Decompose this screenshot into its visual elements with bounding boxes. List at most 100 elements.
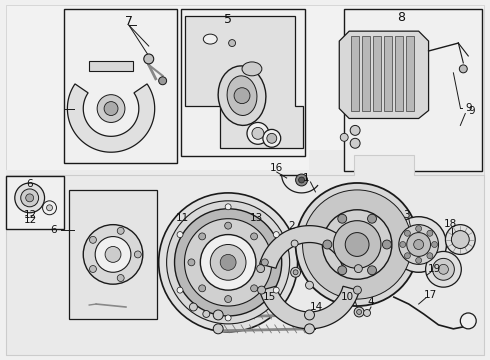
Text: 7: 7 [125,15,133,28]
Text: 6: 6 [50,225,57,235]
Circle shape [353,286,362,294]
Circle shape [273,231,279,238]
Circle shape [305,310,315,320]
Circle shape [224,296,232,302]
Circle shape [234,88,250,104]
Ellipse shape [242,62,262,76]
Bar [384,36,392,111]
Circle shape [306,281,314,289]
Circle shape [177,231,183,238]
Polygon shape [260,286,359,329]
Polygon shape [6,5,484,355]
Circle shape [213,310,223,320]
Circle shape [350,125,360,135]
Circle shape [354,265,362,273]
Polygon shape [339,31,429,118]
Circle shape [210,244,246,280]
Circle shape [257,265,265,273]
Circle shape [291,240,298,247]
Circle shape [117,275,124,282]
Text: 9: 9 [465,103,471,113]
Text: 12: 12 [24,215,37,225]
Circle shape [427,230,433,236]
Circle shape [247,122,269,144]
Text: 17: 17 [424,290,437,300]
Polygon shape [185,16,302,148]
Circle shape [399,225,439,264]
Circle shape [416,226,421,231]
Text: 1: 1 [303,173,310,183]
Circle shape [47,205,52,211]
Text: 2: 2 [288,221,295,231]
Bar [395,36,403,111]
Circle shape [364,310,370,316]
Circle shape [261,259,269,266]
Text: 13: 13 [250,213,264,223]
Circle shape [134,251,141,258]
Circle shape [90,237,97,243]
Circle shape [90,266,97,273]
Text: 19: 19 [428,264,441,274]
Circle shape [338,266,347,275]
Circle shape [295,183,418,306]
Circle shape [95,237,131,272]
Text: 11: 11 [176,213,189,223]
Circle shape [427,253,433,259]
Circle shape [291,267,300,277]
Circle shape [252,127,264,139]
Bar [373,36,381,111]
Circle shape [199,233,206,240]
Circle shape [229,40,236,46]
Circle shape [250,233,258,240]
Text: 8: 8 [397,11,405,24]
Text: 16: 16 [270,163,283,173]
Circle shape [220,255,236,270]
Text: 18: 18 [444,219,457,229]
Bar [181,9,305,156]
Circle shape [293,270,298,275]
Circle shape [333,221,381,268]
Polygon shape [6,155,484,355]
Bar [344,9,482,171]
Circle shape [382,240,392,249]
Circle shape [439,264,448,274]
Text: 5: 5 [224,13,232,26]
Circle shape [258,286,266,294]
Circle shape [177,287,183,293]
Circle shape [368,266,376,275]
Circle shape [15,183,45,213]
Polygon shape [68,84,155,152]
Circle shape [174,209,282,316]
Circle shape [203,310,210,318]
Circle shape [199,285,206,292]
Circle shape [426,251,461,287]
Circle shape [104,102,118,116]
Ellipse shape [218,66,266,125]
Circle shape [357,310,362,314]
Text: 4: 4 [368,297,374,307]
Circle shape [298,177,305,183]
Bar [406,36,414,111]
Circle shape [451,231,469,248]
Circle shape [400,242,406,247]
Circle shape [117,228,124,234]
Circle shape [21,189,39,207]
Circle shape [338,214,347,223]
Circle shape [350,138,360,148]
Circle shape [322,210,392,279]
Circle shape [144,54,154,64]
Circle shape [340,133,348,141]
Circle shape [432,242,438,247]
Circle shape [459,65,467,73]
Text: 6: 6 [26,179,33,189]
Circle shape [83,225,143,284]
Circle shape [414,239,424,249]
Circle shape [200,235,256,290]
Ellipse shape [227,76,257,116]
Bar [362,36,370,111]
Circle shape [250,285,258,292]
Circle shape [184,219,272,306]
Circle shape [167,201,290,324]
Circle shape [460,313,476,329]
Bar [89,61,133,71]
